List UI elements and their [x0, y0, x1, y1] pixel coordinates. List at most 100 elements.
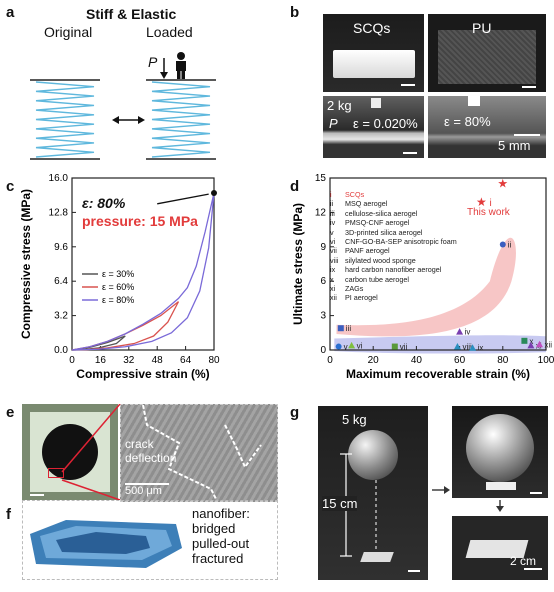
sample: [486, 482, 516, 490]
point-label: iii: [346, 324, 352, 333]
point-label: vi: [357, 341, 363, 350]
scqs-sample: [333, 50, 415, 78]
pu-sample: [438, 30, 536, 84]
data-point: [453, 343, 461, 350]
spring-loaded: [151, 81, 211, 158]
data-point: [456, 328, 464, 335]
series-line-loading: [71, 301, 179, 351]
y-tick-label: 12: [315, 207, 327, 218]
sample: [360, 552, 394, 562]
strain-pu: ε = 80%: [444, 114, 491, 129]
x-tick-label: 16: [95, 355, 107, 366]
loaded-label: Loaded: [146, 24, 193, 40]
legend-entry: ii MSQ aerogel: [330, 199, 387, 208]
y-axis-label: Compressive stress (MPa): [19, 189, 33, 339]
scale-bar: [408, 570, 420, 572]
scqs-label: SCQs: [353, 20, 391, 36]
annotation-arrow: [157, 193, 209, 205]
person-icon: [176, 52, 186, 79]
legend-number: ii: [330, 199, 334, 209]
data-point: [527, 341, 535, 349]
this-work-marker-label: ★ i: [476, 195, 492, 209]
this-work-label: This work: [467, 207, 510, 218]
data-point: [521, 337, 528, 344]
legend-text: SCQs: [345, 190, 365, 199]
y-tick-label: 6: [320, 276, 326, 287]
scale-bar: [403, 152, 417, 154]
legend-number: x: [330, 274, 334, 284]
nanofiber-caption: nanofiber: bridged pulled-out fractured: [192, 506, 250, 566]
panel-label-f: f: [6, 506, 11, 523]
legend-number: i: [330, 190, 332, 199]
point-label: iv: [465, 328, 471, 337]
indenter: [371, 98, 381, 108]
stress-vs-recoverable-strain-chart: 0 20 40 60 80 100 0 3 6 9 12 15 Maximum recoverable …: [291, 173, 554, 381]
x-tick-label: 40: [411, 355, 423, 366]
legend-text: CNF-GO-BA-SEP anisotropic foam: [345, 237, 457, 246]
load-symbol: P: [329, 116, 338, 131]
data-point: [536, 340, 544, 348]
after-photo: 2 cm: [452, 516, 548, 580]
indenter: [468, 96, 480, 106]
point-label: ix: [478, 344, 484, 353]
legend-entry: iii cellulose-silica aerogel: [330, 209, 417, 218]
scale-bar: [30, 494, 44, 496]
panel-label-d: d: [290, 178, 300, 195]
zoom-connectors: [61, 404, 121, 500]
scale-bar: [530, 492, 542, 494]
scqs-loaded-photo: 2 kg P ε = 0.020%: [323, 96, 424, 158]
x-tick-label: 64: [180, 355, 192, 366]
legend-number: viii: [330, 255, 339, 265]
ball-weight: 5 kg: [342, 412, 367, 427]
original-label: Original: [44, 24, 93, 40]
legend-text: PMSQ-CNF aerogel: [345, 218, 410, 228]
point-label: ii: [508, 241, 512, 250]
legend-text: PI aerogel: [345, 293, 378, 303]
y-tick-label: 3.2: [54, 311, 68, 322]
scqs-photo: SCQs: [323, 14, 424, 92]
legend-entry: v 3D-printed silica aerogel: [330, 228, 423, 237]
pu-photo: PU: [428, 14, 546, 92]
y-tick-label: 0: [320, 345, 326, 356]
legend-text: ZAGs: [345, 284, 364, 293]
panel-label-e: e: [6, 404, 15, 421]
x-tick-label: 48: [152, 355, 164, 366]
drop-test-photo: 5 kg 15 cm: [318, 406, 428, 580]
pu-label: PU: [472, 20, 492, 36]
scale-bar: [125, 483, 169, 485]
y-tick-label: 6.4: [54, 276, 68, 287]
point-label: x: [529, 337, 533, 346]
legend-number: vi: [330, 237, 336, 246]
deflection-text: deflection: [125, 451, 177, 465]
series-line-unloading: [71, 192, 215, 351]
series-line-loading: [71, 192, 215, 351]
plot-frame: [71, 177, 215, 351]
y-tick-label: 0.0: [54, 345, 68, 356]
scale-label: 5 mm: [498, 138, 531, 153]
plot-frame: [329, 177, 547, 351]
high-strength-region: [336, 237, 516, 337]
data-point: [348, 341, 356, 349]
panel-label-a: a: [6, 4, 15, 21]
legend-number: v: [330, 227, 334, 237]
impact-photo: [452, 406, 548, 498]
x-tick-label: 32: [123, 355, 135, 366]
crack-path: [142, 405, 262, 501]
series-line-unloading: [71, 301, 180, 351]
steel-ball-impact: [466, 414, 534, 482]
legend-entry: iv PMSQ-CNF aerogel: [330, 218, 409, 227]
drop-height: 15 cm: [322, 496, 358, 511]
legend-label: ε = 30%: [102, 269, 134, 279]
legend-entry: xi ZAGs: [330, 284, 363, 293]
legend-text: hard carbon nanofiber aerogel: [345, 265, 442, 275]
legend-text: 3D-printed silica aerogel: [345, 227, 423, 237]
legend-entry: ix hard carbon nanofiber aerogel: [330, 265, 441, 274]
panel-f-frame: [22, 500, 278, 580]
legend-number: xi: [330, 284, 336, 293]
scale-bar: [401, 84, 415, 86]
y-axis-label: Ultimate stress (MPa): [291, 203, 305, 325]
legend-text: cellulose-silica aerogel: [345, 208, 418, 218]
legend-text: silylated wood sponge: [345, 255, 416, 265]
legend-entry: viii silylated wood sponge: [330, 256, 416, 265]
scale-label: 2 cm: [510, 554, 537, 568]
